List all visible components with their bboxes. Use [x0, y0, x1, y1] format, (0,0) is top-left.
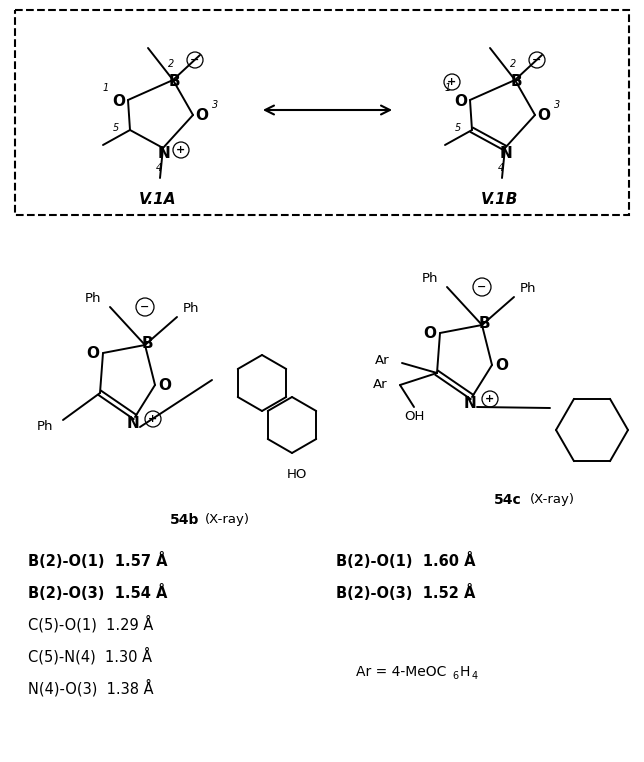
Text: B(2)-O(3)  1.52 Å: B(2)-O(3) 1.52 Å [336, 584, 475, 600]
Text: −: − [533, 55, 542, 65]
Text: +: + [148, 414, 158, 424]
Text: 1: 1 [445, 83, 451, 93]
Text: 5: 5 [455, 123, 461, 133]
Text: O: O [86, 345, 100, 360]
Text: 4: 4 [498, 163, 504, 173]
Text: C(5)-O(1)  1.29 Å: C(5)-O(1) 1.29 Å [28, 615, 153, 632]
FancyBboxPatch shape [15, 10, 629, 215]
Text: +: + [448, 77, 457, 87]
Text: Ar = 4-MeOC: Ar = 4-MeOC [356, 665, 446, 679]
Text: 4: 4 [156, 163, 162, 173]
Text: N: N [500, 146, 513, 162]
Text: N: N [158, 146, 171, 162]
Text: (X-ray): (X-ray) [530, 494, 575, 507]
Text: N: N [127, 415, 139, 431]
Text: +: + [486, 394, 495, 404]
Text: B(2)-O(1)  1.60 Å: B(2)-O(1) 1.60 Å [336, 552, 475, 568]
Text: V.1A: V.1A [139, 193, 176, 207]
Text: 6: 6 [452, 671, 458, 681]
Text: B: B [141, 335, 153, 351]
Text: 3: 3 [212, 100, 218, 110]
Text: B(2)-O(1)  1.57 Å: B(2)-O(1) 1.57 Å [28, 552, 167, 568]
Text: −: − [140, 302, 149, 312]
Text: B: B [510, 73, 522, 88]
Text: 2: 2 [510, 59, 516, 69]
Text: Ph: Ph [520, 283, 536, 296]
Text: +: + [176, 145, 185, 155]
Text: O: O [113, 94, 126, 108]
Text: N: N [464, 395, 477, 411]
Text: Ph: Ph [84, 293, 101, 306]
Text: OH: OH [404, 411, 424, 424]
Text: 2: 2 [168, 59, 174, 69]
Text: O: O [196, 108, 209, 123]
Text: O: O [424, 325, 437, 341]
Text: O: O [538, 108, 551, 123]
Text: C(5)-N(4)  1.30 Å: C(5)-N(4) 1.30 Å [28, 647, 152, 664]
Text: B: B [478, 315, 490, 331]
Text: Ph: Ph [183, 303, 200, 315]
Text: B: B [168, 73, 180, 88]
Text: Ph: Ph [422, 273, 438, 286]
Text: −: − [191, 55, 200, 65]
Text: Ar: Ar [375, 354, 390, 367]
Text: V.1B: V.1B [481, 193, 518, 207]
Text: −: − [477, 282, 487, 292]
Text: O: O [455, 94, 468, 108]
Text: N(4)-O(3)  1.38 Å: N(4)-O(3) 1.38 Å [28, 679, 153, 696]
Text: Ph: Ph [37, 421, 53, 434]
Text: H: H [460, 665, 470, 679]
Text: 5: 5 [113, 123, 119, 133]
Text: (X-ray): (X-ray) [205, 514, 250, 527]
Text: 4: 4 [472, 671, 478, 681]
Text: 1: 1 [103, 83, 109, 93]
Text: 54b: 54b [170, 513, 200, 527]
Text: HO: HO [287, 469, 307, 482]
Text: 3: 3 [554, 100, 560, 110]
Text: Ar: Ar [374, 379, 388, 392]
Text: O: O [158, 377, 171, 392]
Text: B(2)-O(3)  1.54 Å: B(2)-O(3) 1.54 Å [28, 584, 167, 600]
Text: O: O [495, 357, 509, 373]
Text: 54c: 54c [494, 493, 522, 507]
